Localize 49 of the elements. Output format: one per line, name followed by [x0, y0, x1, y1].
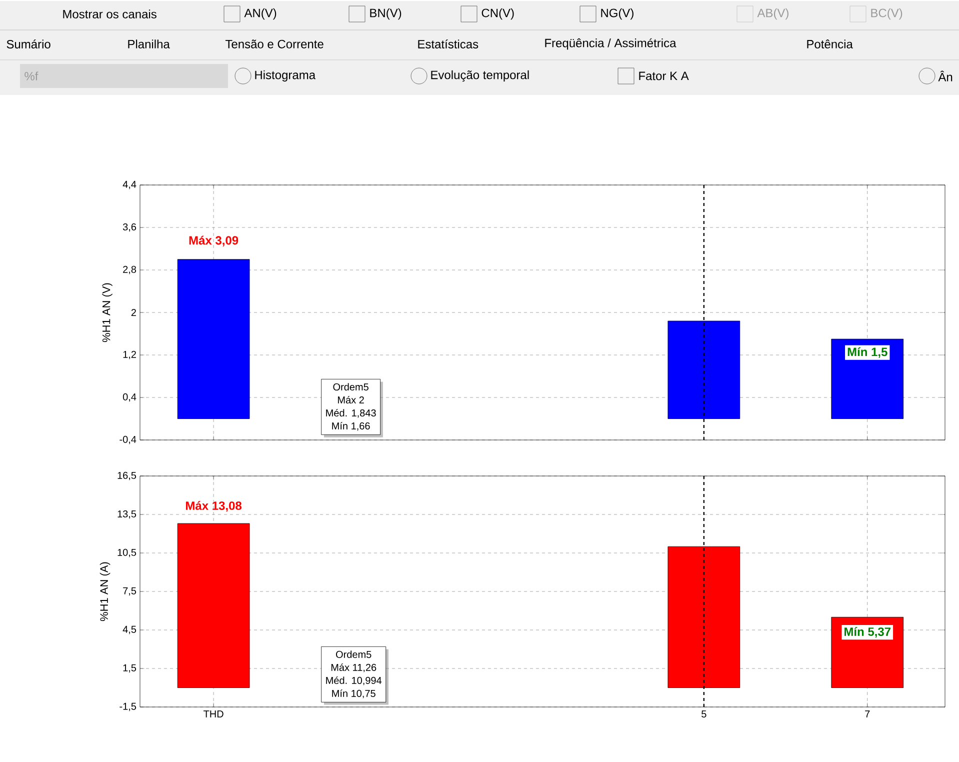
- text: BC(V): [871, 8, 902, 20]
- annotation: Máx 3,09: [189, 236, 238, 246]
- annotation: Mín 1,5: [848, 347, 888, 358]
- text: Planilha: [128, 40, 170, 48]
- annotation: Mín 5,37: [844, 627, 891, 638]
- annotation: Ordem5: [333, 383, 368, 390]
- y-tick-label: 2,8: [123, 266, 136, 274]
- text: Tensão e Corrente: [225, 40, 324, 48]
- annotation: Máx 2: [338, 396, 364, 404]
- text: NG(V): [601, 8, 634, 20]
- text: AN(V): [244, 8, 276, 20]
- x-tick-label: 7: [865, 710, 870, 718]
- y-axis-title: %H1 AN (V): [102, 283, 112, 342]
- y-tick-label: -1,5: [120, 702, 136, 712]
- y-tick-label: 4,5: [122, 626, 136, 634]
- text: Fator K A: [639, 72, 689, 80]
- x-tick-label: 5: [702, 710, 706, 718]
- y-tick-label: 2: [131, 309, 136, 316]
- y-tick-label: 1,2: [123, 350, 136, 360]
- y-tick-label: 1,5: [123, 664, 136, 673]
- text: Estatísticas: [418, 40, 478, 48]
- y-tick-label: 7,5: [123, 587, 136, 596]
- text: Evolução temporal: [431, 70, 529, 82]
- annotation: Mín 1,66: [332, 422, 370, 431]
- annotation: Máx 13,08: [186, 501, 242, 512]
- text: Ân: [938, 70, 952, 82]
- y-axis-title: %H1 AN (A): [100, 562, 110, 622]
- text: Freqüência / Assimétrica: [545, 38, 676, 50]
- text: AB(V): [757, 8, 788, 20]
- y-tick-label: -0,4: [120, 436, 136, 444]
- text: Histograma: [255, 70, 316, 82]
- y-tick-label: 16,5: [118, 472, 136, 480]
- annotation: Mín 10,75: [332, 690, 376, 698]
- text: Mostrar os canais: [63, 10, 156, 18]
- y-tick-label: 4,4: [122, 180, 136, 190]
- text: Sumário: [6, 40, 50, 48]
- y-tick-label: 10,5: [118, 548, 136, 558]
- annotation: Ordem5: [336, 650, 372, 658]
- y-tick-label: 13,5: [118, 510, 136, 519]
- y-tick-label: 0,4: [122, 393, 136, 402]
- y-tick-label: 3,6: [122, 223, 136, 232]
- annotation: Máx 11,26: [331, 664, 376, 672]
- annotation: Méd. 1,843: [326, 409, 376, 418]
- text: %f: [24, 72, 38, 80]
- x-tick-label: THD: [204, 710, 224, 718]
- text: Potência: [807, 40, 853, 48]
- text: CN(V): [482, 8, 514, 20]
- text: BN(V): [370, 8, 402, 20]
- annotation: Méd. 10,994: [326, 676, 382, 686]
